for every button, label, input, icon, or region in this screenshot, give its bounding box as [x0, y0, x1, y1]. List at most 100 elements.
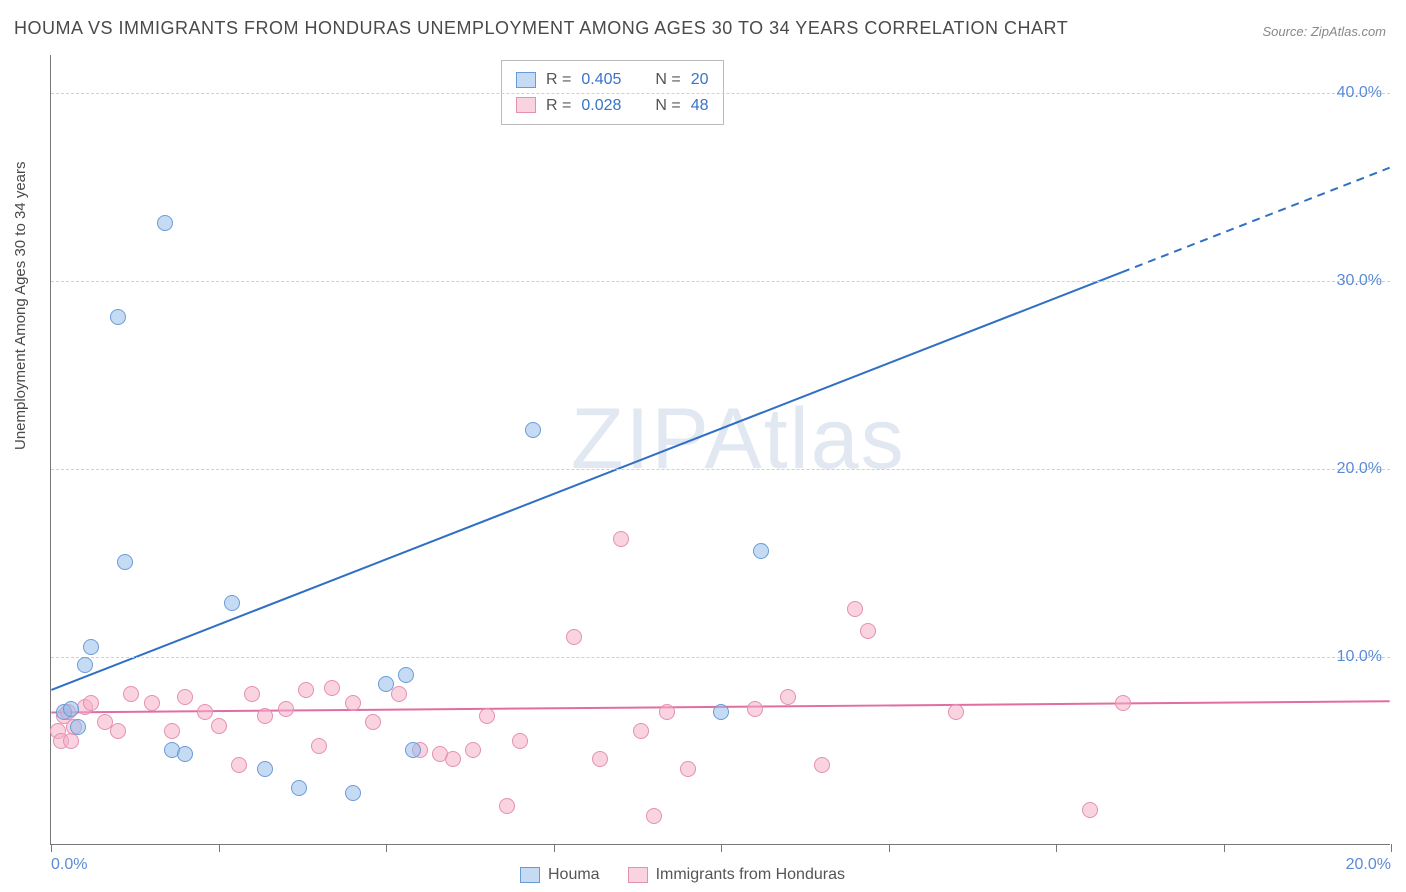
n-label: N =: [655, 93, 680, 119]
legend-label-honduras: Immigrants from Honduras: [656, 866, 845, 884]
data-point-honduras: [592, 751, 608, 767]
data-point-honduras: [164, 723, 180, 739]
data-point-houma: [345, 785, 361, 801]
gridline: [51, 281, 1390, 282]
x-tick: [1056, 844, 1057, 852]
source-attribution: Source: ZipAtlas.com: [1262, 24, 1386, 39]
stats-row-houma: R = 0.405 N = 20: [516, 67, 709, 93]
data-point-houma: [525, 422, 541, 438]
gridline: [51, 469, 1390, 470]
legend-swatch-honduras: [628, 867, 648, 883]
data-point-honduras: [512, 733, 528, 749]
y-tick-label: 10.0%: [1337, 648, 1382, 666]
data-point-houma: [110, 309, 126, 325]
data-point-honduras: [391, 686, 407, 702]
data-point-honduras: [110, 723, 126, 739]
data-point-houma: [117, 554, 133, 570]
trend-lines-layer: [51, 55, 1390, 844]
data-point-honduras: [278, 701, 294, 717]
x-tick: [889, 844, 890, 852]
y-tick-label: 40.0%: [1337, 84, 1382, 102]
x-tick: [554, 844, 555, 852]
data-point-honduras: [499, 798, 515, 814]
series-legend: Houma Immigrants from Honduras: [520, 866, 845, 884]
x-tick-label: 20.0%: [1346, 856, 1391, 874]
data-point-honduras: [814, 757, 830, 773]
data-point-honduras: [948, 704, 964, 720]
y-tick-label: 30.0%: [1337, 272, 1382, 290]
data-point-houma: [405, 742, 421, 758]
n-value-honduras: 48: [691, 93, 709, 119]
data-point-honduras: [197, 704, 213, 720]
data-point-honduras: [298, 682, 314, 698]
scatter-plot-area: ZIPAtlas R =0.405N =20R =0.028N =48 10.0…: [50, 55, 1390, 845]
legend-swatch-honduras: [516, 97, 536, 113]
data-point-honduras: [860, 623, 876, 639]
data-point-honduras: [659, 704, 675, 720]
data-point-honduras: [1115, 695, 1131, 711]
data-point-honduras: [847, 601, 863, 617]
data-point-honduras: [144, 695, 160, 711]
data-point-honduras: [257, 708, 273, 724]
data-point-honduras: [613, 531, 629, 547]
r-label: R =: [546, 93, 571, 119]
data-point-houma: [63, 701, 79, 717]
data-point-houma: [70, 719, 86, 735]
data-point-houma: [713, 704, 729, 720]
data-point-honduras: [465, 742, 481, 758]
n-value-houma: 20: [691, 67, 709, 93]
y-tick-label: 20.0%: [1337, 460, 1382, 478]
x-tick: [51, 844, 52, 852]
legend-swatch-houma: [516, 72, 536, 88]
data-point-houma: [257, 761, 273, 777]
data-point-honduras: [445, 751, 461, 767]
legend-swatch-houma: [520, 867, 540, 883]
data-point-honduras: [633, 723, 649, 739]
gridline: [51, 93, 1390, 94]
x-tick: [1224, 844, 1225, 852]
data-point-houma: [177, 746, 193, 762]
r-value-honduras: 0.028: [581, 93, 621, 119]
legend-label-houma: Houma: [548, 866, 600, 884]
x-tick-label: 0.0%: [51, 856, 87, 874]
data-point-honduras: [780, 689, 796, 705]
x-tick: [1391, 844, 1392, 852]
data-point-honduras: [244, 686, 260, 702]
gridline: [51, 657, 1390, 658]
data-point-honduras: [566, 629, 582, 645]
data-point-houma: [83, 639, 99, 655]
data-point-honduras: [123, 686, 139, 702]
r-value-houma: 0.405: [581, 67, 621, 93]
data-point-honduras: [177, 689, 193, 705]
data-point-houma: [291, 780, 307, 796]
data-point-honduras: [365, 714, 381, 730]
data-point-honduras: [479, 708, 495, 724]
n-label: N =: [655, 67, 680, 93]
legend-item-houma: Houma: [520, 866, 600, 884]
data-point-honduras: [211, 718, 227, 734]
data-point-honduras: [680, 761, 696, 777]
data-point-honduras: [311, 738, 327, 754]
data-point-honduras: [324, 680, 340, 696]
data-point-houma: [157, 215, 173, 231]
data-point-houma: [378, 676, 394, 692]
data-point-houma: [77, 657, 93, 673]
data-point-honduras: [747, 701, 763, 717]
stats-row-honduras: R = 0.028 N = 48: [516, 93, 709, 119]
r-label: R =: [546, 67, 571, 93]
data-point-honduras: [83, 695, 99, 711]
trendline-houma-extrapolated: [1122, 168, 1390, 272]
data-point-houma: [224, 595, 240, 611]
trendline-houma: [51, 272, 1122, 690]
legend-item-honduras: Immigrants from Honduras: [628, 866, 845, 884]
data-point-houma: [753, 543, 769, 559]
data-point-houma: [398, 667, 414, 683]
y-axis-label: Unemployment Among Ages 30 to 34 years: [12, 161, 29, 450]
data-point-honduras: [1082, 802, 1098, 818]
data-point-honduras: [345, 695, 361, 711]
x-tick: [386, 844, 387, 852]
x-tick: [219, 844, 220, 852]
data-point-honduras: [646, 808, 662, 824]
x-tick: [721, 844, 722, 852]
data-point-honduras: [231, 757, 247, 773]
